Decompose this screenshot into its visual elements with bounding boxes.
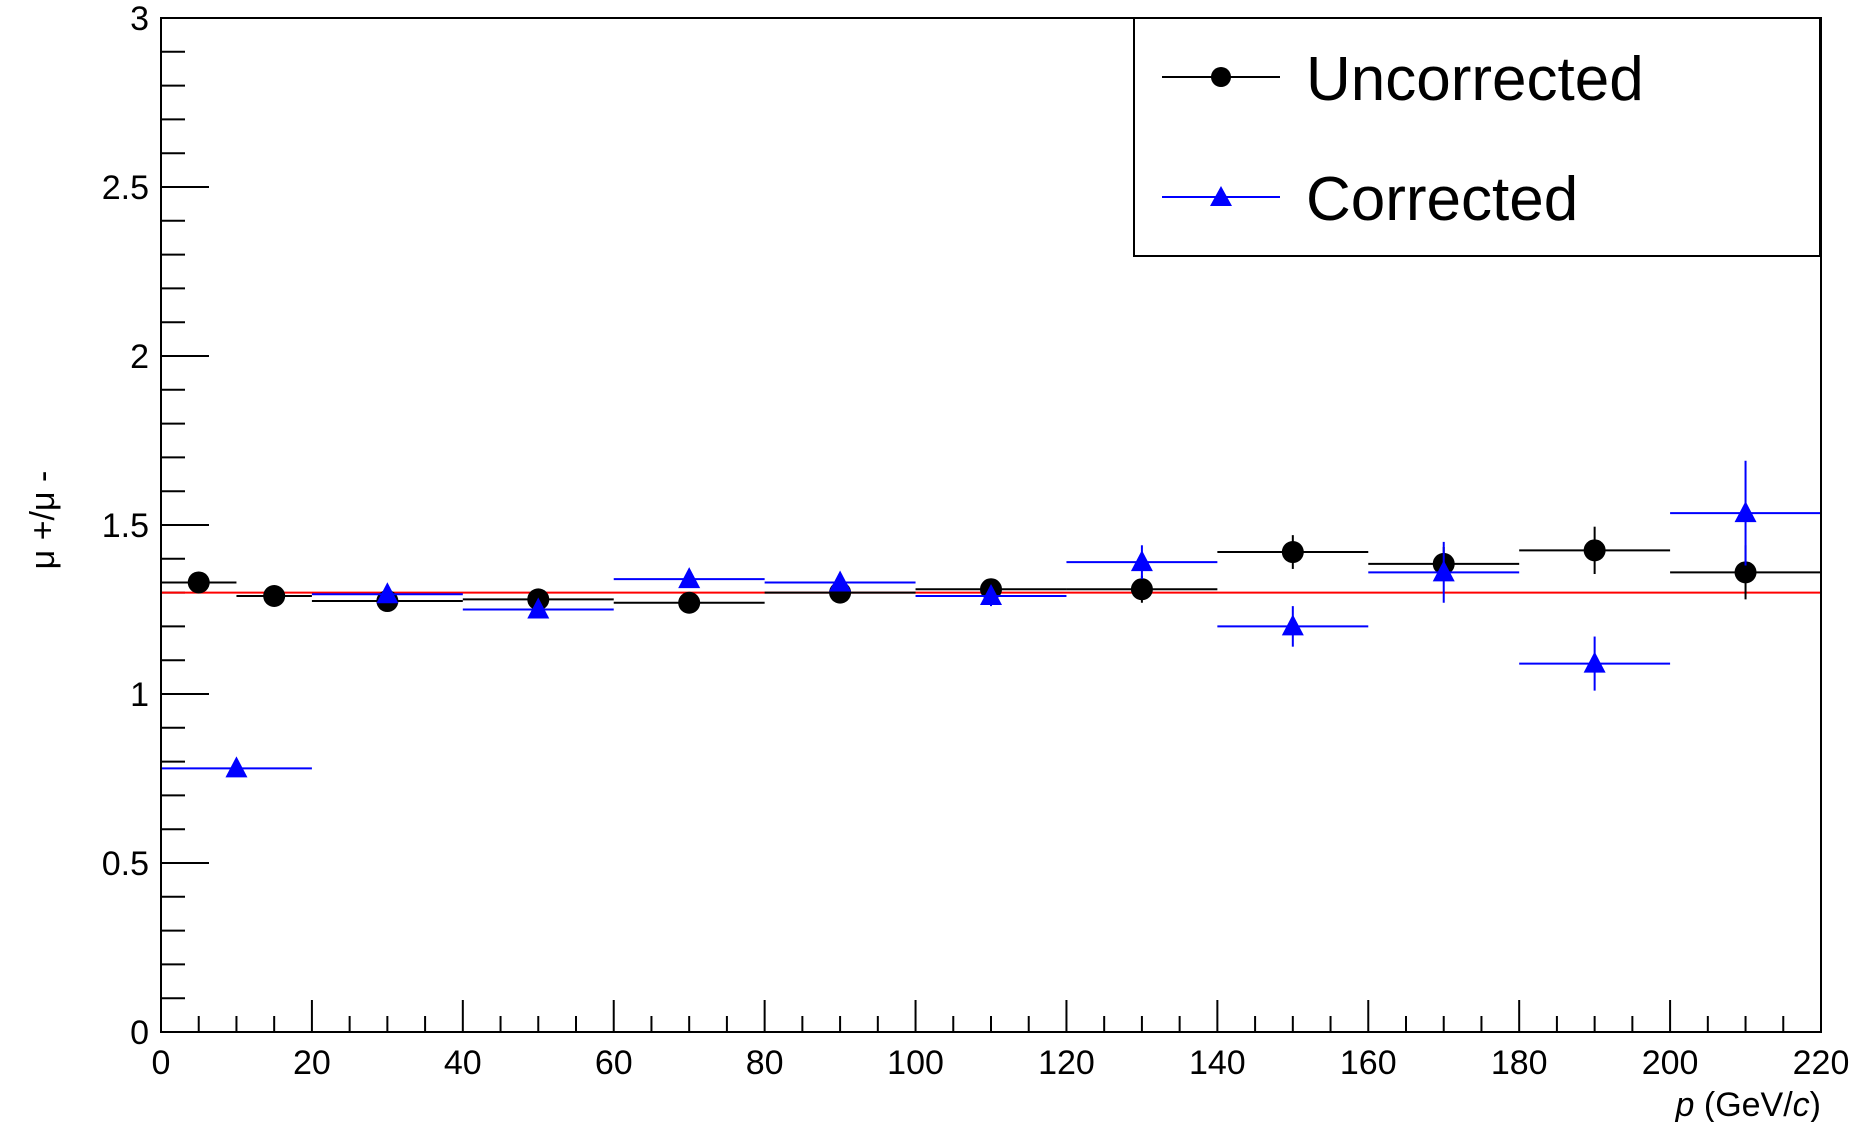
data-point (764, 570, 916, 592)
point-marker (1281, 614, 1304, 636)
series-layer (161, 460, 1821, 778)
point-marker (678, 591, 701, 614)
point-marker (1432, 560, 1455, 582)
x-tick-label: 220 (1793, 1044, 1850, 1082)
data-point (915, 583, 1067, 607)
data-point (1670, 545, 1821, 600)
y-tick-label: 1 (130, 676, 149, 714)
legend-corrected-label: Corrected (1306, 165, 1578, 234)
legend-uncorrected-marker (1211, 67, 1231, 87)
point-marker (829, 570, 852, 592)
point-marker (1583, 539, 1606, 562)
x-tick-label: 80 (746, 1044, 784, 1082)
data-point (1368, 541, 1520, 603)
data-point (1217, 606, 1369, 647)
x-tick-label: 40 (444, 1044, 482, 1082)
data-point (1519, 636, 1671, 691)
y-tick-label: 1.5 (102, 507, 149, 545)
legend-box (1133, 17, 1821, 257)
x-tick-label: 0 (152, 1044, 171, 1082)
y-tick-label: 0 (130, 1014, 149, 1052)
x-axis-label: p (GeV/c) (1675, 1086, 1822, 1122)
point-marker (263, 584, 286, 607)
data-point (613, 591, 765, 614)
data-point (1217, 535, 1369, 569)
point-marker (1130, 578, 1153, 601)
data-point (236, 584, 312, 607)
x-tick-label: 140 (1189, 1044, 1246, 1082)
y-tick-label: 2 (130, 338, 149, 376)
x-tick-label: 60 (595, 1044, 633, 1082)
data-point (1519, 526, 1671, 575)
x-tick-label: 120 (1038, 1044, 1095, 1082)
x-tick-label: 100 (887, 1044, 944, 1082)
series-corrected (161, 460, 1821, 778)
y-axis-label: μ +/μ - (24, 471, 62, 570)
point-marker (225, 756, 248, 778)
plot-frame (160, 17, 1822, 1033)
data-point (462, 597, 614, 619)
point-marker (187, 571, 210, 594)
point-marker (980, 583, 1002, 605)
data-point (161, 571, 237, 594)
axis-ticks: 0 20 40 60 80 100 120 140 160 180 200 220 0 0.5 1 1.5 2 2… (102, 0, 1850, 1082)
data-point (1066, 545, 1218, 580)
x-tick-label: 180 (1491, 1044, 1548, 1082)
y-tick-label: 3 (130, 0, 149, 38)
data-point (161, 756, 312, 778)
point-marker (1583, 651, 1606, 673)
x-tick-label: 20 (293, 1044, 331, 1082)
data-point (1670, 460, 1821, 566)
y-tick-label: 2.5 (102, 169, 149, 207)
data-point (1066, 575, 1218, 603)
legend-uncorrected-label: Uncorrected (1306, 45, 1644, 114)
point-marker (1734, 561, 1757, 584)
point-marker (1281, 541, 1304, 564)
legend: Uncorrected Corrected (1133, 17, 1821, 257)
data-point (613, 567, 765, 589)
point-marker (376, 582, 399, 604)
legend-corrected-marker (1210, 186, 1232, 206)
data-point (311, 582, 463, 604)
point-marker (527, 597, 550, 619)
point-marker (1734, 501, 1757, 523)
point-marker (1130, 550, 1153, 572)
point-marker (678, 567, 701, 589)
x-tick-label: 160 (1340, 1044, 1397, 1082)
x-tick-label: 200 (1642, 1044, 1699, 1082)
y-tick-label: 0.5 (102, 845, 149, 883)
